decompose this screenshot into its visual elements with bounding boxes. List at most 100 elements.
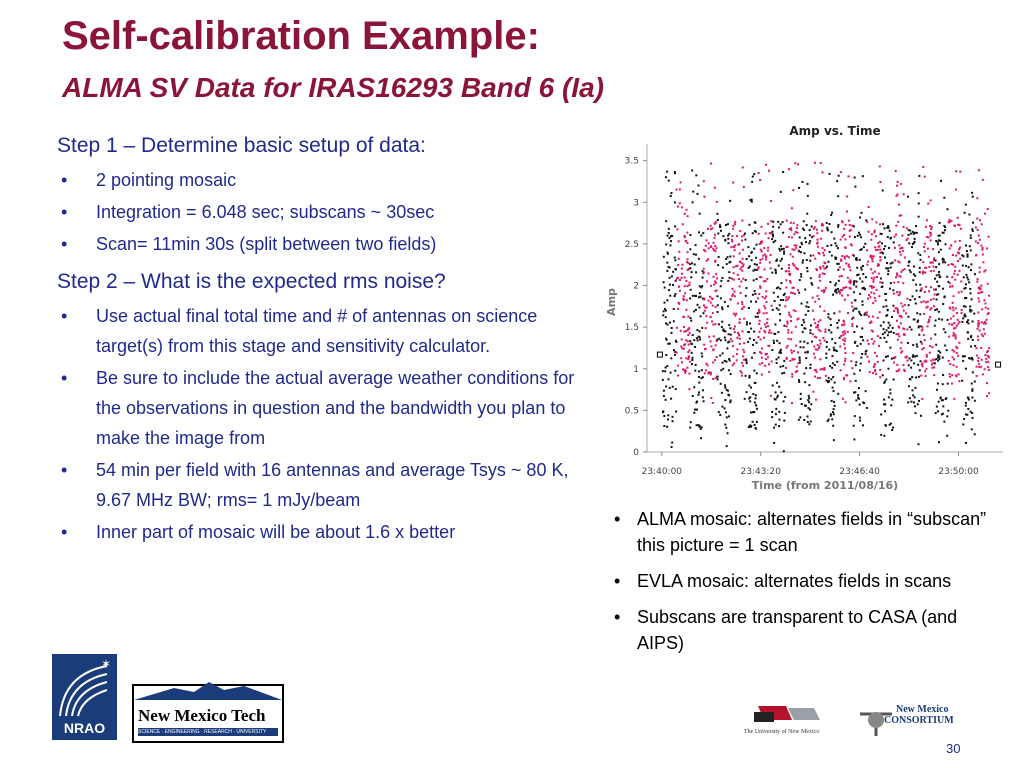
data-point: [882, 321, 885, 324]
data-point: [843, 234, 846, 237]
data-point: [786, 245, 789, 248]
data-point: [716, 310, 719, 313]
data-point: [790, 291, 793, 294]
data-point: [666, 425, 669, 428]
data-point: [974, 240, 977, 243]
data-point: [888, 287, 891, 290]
data-point: [986, 382, 989, 385]
data-point: [765, 312, 768, 315]
data-point: [911, 389, 914, 392]
data-point: [970, 335, 973, 338]
data-point: [670, 331, 673, 334]
data-point: [939, 396, 942, 399]
data-point: [766, 356, 769, 359]
data-point: [724, 423, 727, 426]
data-point: [859, 292, 862, 295]
data-point: [971, 416, 974, 419]
data-point: [742, 364, 745, 367]
data-point: [821, 171, 824, 174]
data-point: [866, 297, 869, 300]
data-point: [763, 329, 766, 332]
data-point: [680, 272, 683, 275]
data-point: [714, 359, 717, 362]
data-point: [838, 275, 841, 278]
data-point: [748, 265, 751, 268]
data-point: [751, 175, 754, 178]
data-point: [967, 278, 970, 281]
data-point: [752, 269, 755, 272]
data-point: [727, 237, 730, 240]
data-point: [827, 418, 830, 421]
data-point: [677, 264, 680, 267]
data-point: [895, 276, 898, 279]
data-point: [759, 259, 762, 262]
data-point: [836, 180, 839, 183]
data-point: [988, 392, 991, 395]
data-point: [903, 328, 906, 331]
data-point: [807, 407, 810, 410]
data-point: [983, 368, 986, 371]
data-point: [717, 323, 720, 326]
data-point: [685, 357, 688, 360]
data-point: [754, 300, 757, 303]
data-point: [840, 258, 843, 261]
data-point: [822, 265, 825, 268]
data-point: [878, 165, 881, 168]
data-point: [783, 371, 786, 374]
data-point: [831, 366, 834, 369]
data-point: [780, 391, 783, 394]
data-point: [664, 398, 667, 401]
data-point: [913, 401, 916, 404]
data-point: [952, 358, 955, 361]
data-point: [728, 340, 731, 343]
data-point: [843, 320, 846, 323]
data-point: [707, 372, 710, 375]
data-point: [907, 233, 910, 236]
data-point: [938, 263, 941, 266]
data-point: [756, 312, 759, 315]
data-point: [748, 255, 751, 258]
data-point: [685, 330, 688, 333]
data-point: [948, 306, 951, 309]
data-point: [907, 315, 910, 318]
data-point: [933, 257, 936, 260]
data-point: [811, 283, 814, 286]
data-point: [709, 228, 712, 231]
data-point: [819, 305, 822, 308]
data-point: [716, 218, 719, 221]
data-point: [858, 312, 861, 315]
data-point: [964, 305, 967, 308]
data-point: [720, 369, 723, 372]
data-point: [886, 226, 889, 229]
data-point: [928, 231, 931, 234]
data-point: [925, 306, 928, 309]
data-point: [785, 357, 788, 360]
data-point: [673, 172, 676, 175]
data-point: [796, 351, 799, 354]
data-point: [941, 231, 944, 234]
data-point: [935, 298, 938, 301]
data-point: [854, 340, 857, 343]
data-point: [794, 371, 797, 374]
data-point: [775, 358, 778, 361]
data-point: [716, 338, 719, 341]
data-point: [786, 322, 789, 325]
data-point: [731, 277, 734, 280]
data-point: [690, 363, 693, 366]
data-point: [721, 320, 724, 323]
data-point: [963, 417, 966, 420]
data-point: [670, 275, 673, 278]
data-point: [686, 285, 689, 288]
data-point: [949, 317, 952, 320]
data-point: [904, 312, 907, 315]
data-point: [887, 331, 890, 334]
data-point: [917, 215, 920, 218]
data-point: [981, 248, 984, 251]
data-point: [861, 280, 864, 283]
data-point: [928, 266, 931, 269]
data-point: [753, 423, 756, 426]
data-point: [975, 347, 978, 350]
data-point: [893, 246, 896, 249]
data-point: [970, 298, 973, 301]
data-point: [663, 425, 666, 428]
